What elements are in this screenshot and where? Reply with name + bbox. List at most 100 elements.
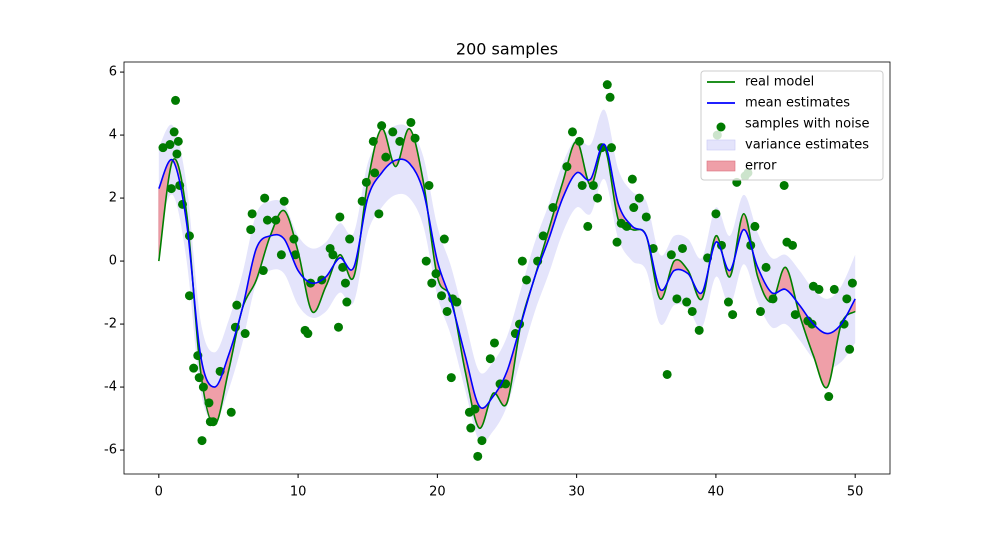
legend-label: error [745,159,777,174]
x-tick-label: 40 [708,485,725,500]
sample-point [374,209,384,219]
axes-frame [123,61,891,475]
sample-point [814,284,824,294]
sample-point [406,117,416,127]
sample-point [677,243,687,253]
y-tick-label: 2 [109,191,117,206]
sample-point [439,234,449,244]
x-tick-label: 10 [290,485,307,500]
sample-point [342,297,352,307]
sample-point [246,225,256,235]
line [158,127,856,429]
sample-point [583,221,593,231]
sample-point [197,436,207,446]
sample-point [333,322,343,332]
sample-point [473,451,483,461]
sample-point [847,278,857,288]
sample-point [166,184,176,194]
sample-point [370,168,380,178]
sample-point [477,436,487,446]
sample-point [345,234,355,244]
sample-point [612,237,622,247]
sample-point [602,80,612,90]
sample-point [247,209,257,219]
sample-point [226,407,236,417]
sample-point [169,127,179,137]
sample-point [662,369,672,379]
sample-point [489,338,499,348]
sample-point [728,310,738,320]
legend-label: variance estimates [745,138,869,153]
sample-point [279,196,289,206]
sample-point [171,95,181,105]
sample-point [437,291,447,301]
plot-area [158,80,857,461]
sample-point [421,256,431,266]
sample-point [446,373,456,383]
sample-point [377,121,387,131]
sample-point [694,325,704,335]
sample-point [577,180,587,190]
sample-point [158,143,168,153]
legend-label: mean estimates [745,96,850,111]
y-tick-label: -4 [104,380,117,395]
sample-point [262,215,272,225]
sample-point [842,294,852,304]
legend-patch [706,160,736,172]
sample-point [829,284,839,294]
legend-patch [706,139,736,151]
legend-label: real model [745,75,814,90]
sample-point [588,180,598,190]
sample-point [790,310,800,320]
sample-point [388,127,398,137]
sample-point [424,180,434,190]
sample-point [824,392,834,402]
sample-point [276,250,286,260]
sample-point [574,136,584,146]
legend: real model mean estimates samples with noi… [700,70,884,181]
sample-point [395,136,405,146]
sample-point [788,240,798,250]
sample-point [672,294,682,304]
sample-point [517,256,527,266]
sample-point [501,379,511,389]
sample-point [627,174,637,184]
sample-point [629,203,639,213]
sample-point [807,319,817,329]
sample-point [605,92,615,102]
sample-point [172,149,182,159]
sample-point [165,140,175,150]
sample-point [328,250,338,260]
y-tick-label: 6 [109,65,117,80]
sample-point [687,306,697,316]
x-tick-label: 50 [847,485,864,500]
sample-point [340,278,350,288]
sample-point [761,262,771,272]
sample-point [184,291,194,301]
sample-point [335,212,345,222]
sample-point [755,306,765,316]
sample-point [641,212,651,222]
sample-point [750,221,760,231]
legend-label: samples with noise [745,117,869,132]
sample-point [442,306,452,316]
sample-point [381,152,391,162]
legend-box [700,70,884,181]
sample-point [260,193,270,203]
sample-point [232,300,242,310]
line [158,143,856,409]
sample-point [723,297,733,307]
sample-point [779,180,789,190]
sample-point [711,209,721,219]
sample-point [240,329,250,339]
sample-point [303,329,313,339]
sample-point [189,363,199,373]
sample-point [593,193,603,203]
sample-point [427,278,437,288]
sample-point [521,275,531,285]
sample-point [567,127,577,137]
legend-marker [716,122,726,132]
y-tick-label: -6 [104,443,117,458]
sample-point [845,344,855,354]
